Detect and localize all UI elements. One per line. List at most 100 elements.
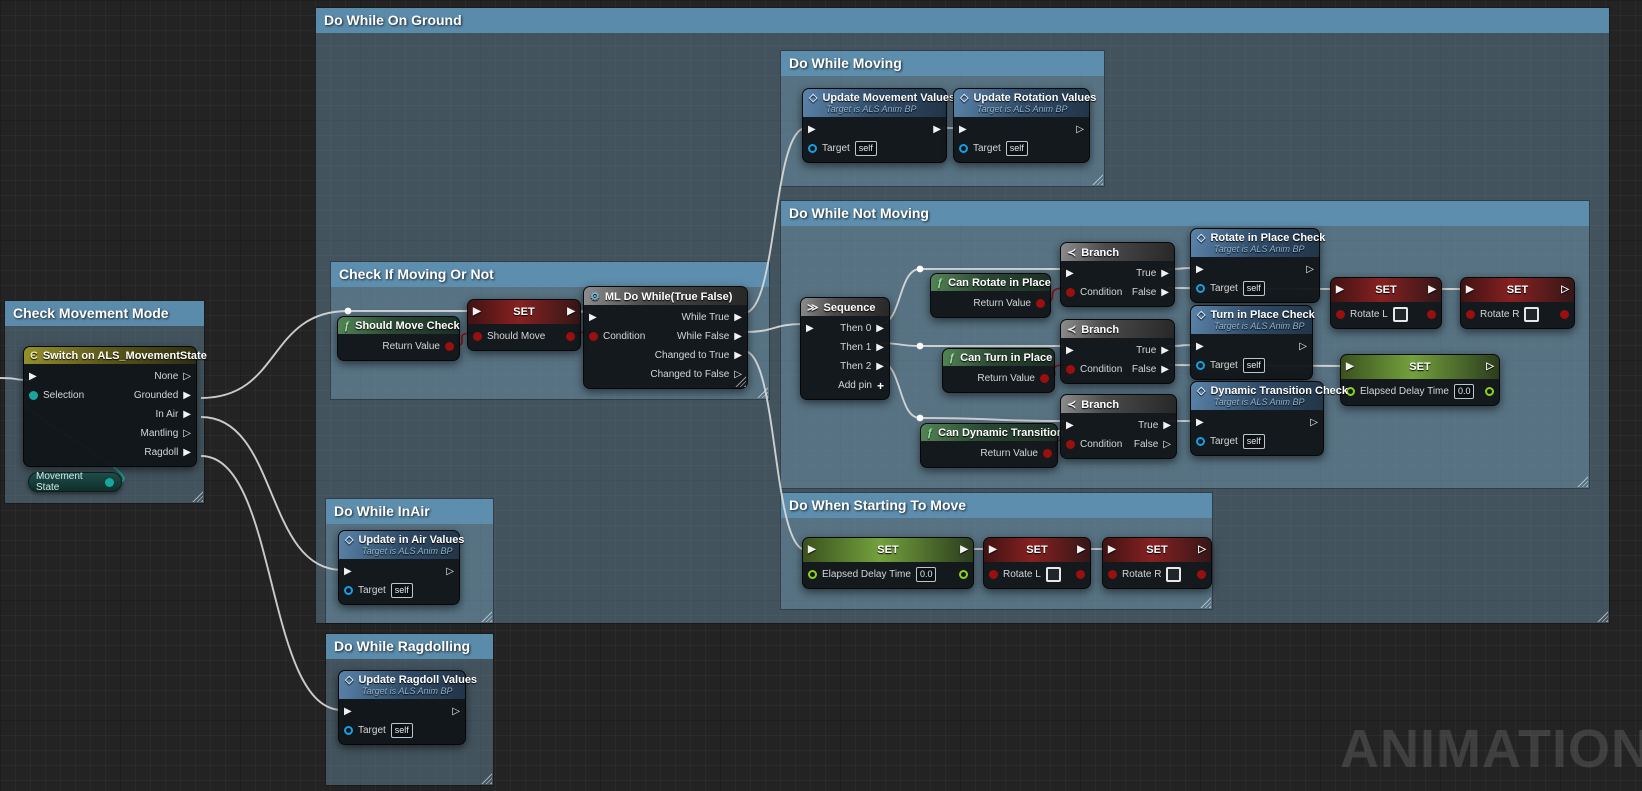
exec-pin-connected[interactable]: ▶ <box>589 311 597 323</box>
node-rotate-in-place-check[interactable]: ◇ Rotate in Place Check Target is ALS Anim… <box>1190 228 1325 303</box>
node-resize-handle[interactable] <box>735 376 746 387</box>
add-pin-icon[interactable]: + <box>876 378 884 393</box>
bool-pin[interactable] <box>473 332 482 341</box>
exec-pin-connected[interactable]: ▶ <box>808 544 816 555</box>
comment-header-do-while-on-ground[interactable]: Do While On Ground <box>316 8 1609 33</box>
comment-header-do-when-starting-to-move[interactable]: Do When Starting To Move <box>781 493 1212 518</box>
exec-pin-connected[interactable]: ▶ <box>1196 416 1204 428</box>
node-update-in-air-values[interactable]: ◇ Update in Air Values Target is ALS Anim … <box>338 530 464 605</box>
obj-pin[interactable] <box>344 726 353 735</box>
exec-pin-connected[interactable]: ▶ <box>1346 361 1354 372</box>
exec-pin-connected[interactable]: ▶ <box>989 544 997 555</box>
comment-resize-handle[interactable] <box>481 773 492 784</box>
node-can-dynamic-transition[interactable]: ƒ Can Dynamic Transition Return Value <box>920 423 1063 468</box>
checkbox[interactable] <box>1045 567 1061 582</box>
comment-resize-handle[interactable] <box>192 491 203 502</box>
exec-pin-connected[interactable]: ▶ <box>1163 419 1171 431</box>
exec-pin-connected[interactable]: ▶ <box>183 389 191 401</box>
bool-pin[interactable] <box>1066 365 1075 374</box>
comment-resize-handle[interactable] <box>481 611 492 622</box>
bool-pin[interactable] <box>566 332 575 341</box>
exec-pin-connected[interactable]: ▶ <box>1077 544 1085 555</box>
exec-pin[interactable]: ▷ <box>734 368 742 380</box>
float-pin[interactable] <box>959 570 968 579</box>
value-box[interactable]: self <box>854 141 877 156</box>
checkbox[interactable] <box>1524 307 1540 322</box>
node-should-move-check[interactable]: ƒ Should Move Check Return Value <box>337 316 460 361</box>
bool-pin[interactable] <box>589 332 598 341</box>
exec-pin-connected[interactable]: ▶ <box>960 544 968 555</box>
float-pin[interactable] <box>1346 387 1355 396</box>
exec-pin-connected[interactable]: ▶ <box>344 705 352 717</box>
node-update-rotation-values[interactable]: ◇ Update Rotation Values Target is ALS Ani… <box>953 88 1096 163</box>
bool-pin[interactable] <box>1197 570 1206 579</box>
value-box[interactable]: self <box>1242 281 1265 296</box>
node-set-rotate-r-sm[interactable]: ▶ SET ▷ Rotate R <box>1102 537 1212 589</box>
exec-pin[interactable]: ▷ <box>183 370 191 382</box>
float-pin[interactable] <box>1485 387 1494 396</box>
exec-pin[interactable]: ▷ <box>1198 544 1206 555</box>
node-sequence[interactable]: ≫ Sequence ▶ Then 0 ▶ Then 1 ▶ Then 2 ▶ Add pin + <box>800 297 890 400</box>
bool-pin[interactable] <box>1036 299 1045 308</box>
bool-pin[interactable] <box>1076 570 1085 579</box>
exec-pin-connected[interactable]: ▶ <box>1336 284 1344 295</box>
exec-pin[interactable]: ▷ <box>1299 340 1307 352</box>
exec-pin-connected[interactable]: ▶ <box>1066 419 1074 431</box>
node-branch-1[interactable]: ≺ Branch ▶ True ▶ Condition False ▶ <box>1060 242 1175 307</box>
obj-pin[interactable] <box>959 144 968 153</box>
exec-pin-connected[interactable]: ▶ <box>183 408 191 420</box>
exec-pin-connected[interactable]: ▶ <box>567 306 575 317</box>
node-turn-in-place-check[interactable]: ◇ Turn in Place Check Target is ALS Anim B… <box>1190 305 1315 380</box>
exec-pin-connected[interactable]: ▶ <box>1196 340 1204 352</box>
enum-pin[interactable] <box>29 391 38 400</box>
exec-pin[interactable]: ▷ <box>1486 361 1494 372</box>
node-can-turn-in-place[interactable]: ƒ Can Turn in Place Return Value <box>942 348 1055 393</box>
node-branch-2[interactable]: ≺ Branch ▶ True ▶ Condition False ▶ <box>1060 319 1175 384</box>
exec-pin-connected[interactable]: ▶ <box>1161 286 1169 298</box>
variable-node-movement-state-var[interactable]: Movement State <box>28 471 122 493</box>
exec-pin-connected[interactable]: ▶ <box>806 322 814 334</box>
node-branch-3[interactable]: ≺ Branch ▶ True ▶ Condition False ▷ <box>1060 394 1177 459</box>
value-box[interactable]: self <box>1242 358 1265 373</box>
obj-pin[interactable] <box>1196 284 1205 293</box>
node-set-should-move[interactable]: ▶ SET ▶ Should Move <box>467 299 581 351</box>
obj-pin[interactable] <box>808 144 817 153</box>
exec-pin-connected[interactable]: ▶ <box>876 360 884 372</box>
comment-resize-handle[interactable] <box>1597 611 1608 622</box>
value-box[interactable]: self <box>390 723 413 738</box>
node-ml-do-while[interactable]: ⚙ ML Do While(True False) ▶ While True ▶ Cond… <box>583 286 748 389</box>
exec-pin[interactable]: ▷ <box>446 565 454 577</box>
value-box[interactable]: self <box>1242 434 1265 449</box>
value-box[interactable]: 0.0 <box>915 567 937 582</box>
exec-pin-connected[interactable]: ▶ <box>933 123 941 135</box>
exec-pin-connected[interactable]: ▶ <box>29 370 37 382</box>
exec-pin-connected[interactable]: ▶ <box>1066 344 1074 356</box>
node-set-elapsed-delay-nm[interactable]: ▶ SET ▷ Elapsed Delay Time 0.0 <box>1340 354 1500 406</box>
comment-header-do-while-in-air[interactable]: Do While InAir <box>326 499 493 524</box>
exec-pin-connected[interactable]: ▶ <box>1428 284 1436 295</box>
exec-pin-connected[interactable]: ▶ <box>959 123 967 135</box>
comment-header-do-while-not-moving[interactable]: Do While Not Moving <box>781 201 1589 226</box>
bool-pin[interactable] <box>1043 449 1052 458</box>
comment-resize-handle[interactable] <box>1577 476 1588 487</box>
bool-pin[interactable] <box>1466 310 1475 319</box>
float-pin[interactable] <box>808 570 817 579</box>
bool-pin[interactable] <box>1336 310 1345 319</box>
node-dynamic-transition-check[interactable]: ◇ Dynamic Transition Check Target is ALS A… <box>1190 381 1348 456</box>
obj-pin[interactable] <box>1196 361 1205 370</box>
exec-pin[interactable]: ▷ <box>1561 284 1569 295</box>
node-set-rotate-r-nm[interactable]: ▶ SET ▷ Rotate R <box>1460 277 1575 329</box>
bool-pin[interactable] <box>1108 570 1117 579</box>
exec-pin[interactable]: ▷ <box>452 705 460 717</box>
node-update-movement-values[interactable]: ◇ Update Movement Values Target is ALS Ani… <box>802 88 955 163</box>
comment-header-do-while-moving[interactable]: Do While Moving <box>781 51 1104 76</box>
exec-pin[interactable]: ▷ <box>1163 438 1171 450</box>
bool-pin[interactable] <box>1066 440 1075 449</box>
node-set-rotate-l-nm[interactable]: ▶ SET ▶ Rotate L <box>1330 277 1442 329</box>
exec-pin-connected[interactable]: ▶ <box>1161 344 1169 356</box>
value-box[interactable]: self <box>390 583 413 598</box>
enum-pin[interactable] <box>105 477 114 487</box>
comment-resize-handle[interactable] <box>1200 597 1211 608</box>
bool-pin[interactable] <box>1427 310 1436 319</box>
exec-pin-connected[interactable]: ▶ <box>1108 544 1116 555</box>
